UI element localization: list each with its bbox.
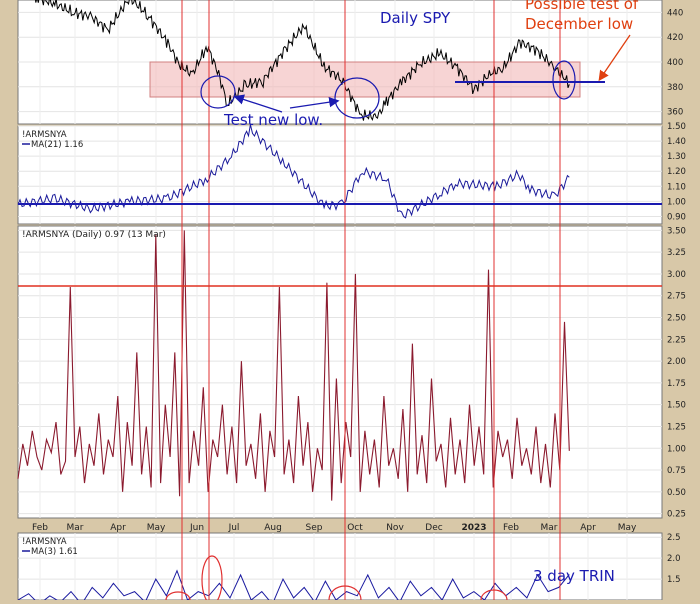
trin-ma3-line	[17, 569, 570, 604]
arms-title: !ARMSNYA (Daily) 0.97 (13 Mar)	[22, 230, 166, 240]
x-tick-label: Dec	[425, 523, 442, 533]
ma21-line	[17, 124, 570, 219]
y-tick-label: 1.40	[667, 137, 686, 147]
trin-legend-label: MA(3) 1.61	[31, 547, 78, 557]
arrow-low-2	[289, 97, 340, 109]
x-tick-label: 2023	[461, 523, 486, 533]
y-tick-label: 360	[667, 108, 683, 118]
y-tick-label: 0.75	[667, 466, 686, 476]
y-tick-label: 3.00	[667, 270, 686, 280]
y-tick-label: 440	[667, 8, 683, 18]
x-tick-label: Mar	[541, 523, 558, 533]
y-tick-label: 0.90	[667, 212, 686, 222]
y-tick-label: 3.50	[667, 226, 686, 236]
ma21-legend-label: MA(21) 1.16	[31, 140, 83, 150]
x-tick-label: Jul	[228, 523, 240, 533]
x-tick-label: Jun	[189, 523, 204, 533]
y-tick-label: 2.25	[667, 335, 686, 345]
y-tick-label: 420	[667, 33, 683, 43]
x-tick-label: May	[618, 523, 637, 533]
low-ellipse-1	[200, 75, 236, 109]
y-tick-label: 2.00	[667, 357, 686, 367]
y-tick-label: 1.10	[667, 182, 686, 192]
x-tick-label: Nov	[386, 523, 404, 533]
y-tick-label: 2.0	[667, 554, 681, 564]
arms-daily-line	[17, 230, 570, 501]
y-tick-label: 1.50	[667, 122, 686, 132]
y-tick-label: 0.50	[667, 488, 686, 498]
y-tick-label: 2.75	[667, 292, 686, 302]
y-tick-label: 1.00	[667, 197, 686, 207]
panel-arms	[17, 225, 663, 519]
x-tick-label: May	[147, 523, 166, 533]
y-tick-label: 400	[667, 58, 683, 68]
x-tick-label: Oct	[347, 523, 363, 533]
x-tick-label: Feb	[503, 523, 519, 533]
y-tick-label: 1.50	[667, 401, 686, 411]
arrow-low-1	[233, 94, 283, 113]
y-tick-label: 3.25	[667, 248, 686, 258]
y-tick-label: 1.75	[667, 379, 686, 389]
annotation-test-new-low: Test new low.	[223, 111, 323, 129]
x-tick-label: Apr	[110, 523, 126, 533]
y-tick-label: 1.25	[667, 422, 686, 432]
y-tick-label: 1.5	[667, 575, 681, 585]
trin-title: 3 day TRIN	[533, 567, 615, 585]
y-tick-label: 1.30	[667, 152, 686, 162]
ma21-legend-symbol: !ARMSNYA	[22, 130, 67, 140]
x-tick-label: Sep	[306, 523, 323, 533]
y-tick-label: 2.5	[667, 533, 681, 543]
y-tick-label: 0.25	[667, 510, 686, 520]
trin-legend-symbol: !ARMSNYA	[22, 537, 67, 547]
y-tick-label: 1.00	[667, 444, 686, 454]
y-tick-label: 380	[667, 83, 683, 93]
annotation-possible-test: Possible test of December low	[525, 0, 643, 33]
trin-ellipse-1	[201, 555, 223, 604]
spy-price-line	[34, 0, 570, 122]
x-tick-label: Feb	[32, 523, 48, 533]
y-tick-label: 2.50	[667, 314, 686, 324]
panel-ma21	[17, 125, 663, 225]
x-tick-label: Aug	[264, 523, 282, 533]
arrow-december	[598, 34, 631, 82]
low-ellipse-3	[552, 60, 576, 100]
x-tick-label: Mar	[67, 523, 84, 533]
x-tick-label: Apr	[580, 523, 596, 533]
spy-title: Daily SPY	[380, 9, 451, 27]
y-tick-label: 1.20	[667, 167, 686, 177]
